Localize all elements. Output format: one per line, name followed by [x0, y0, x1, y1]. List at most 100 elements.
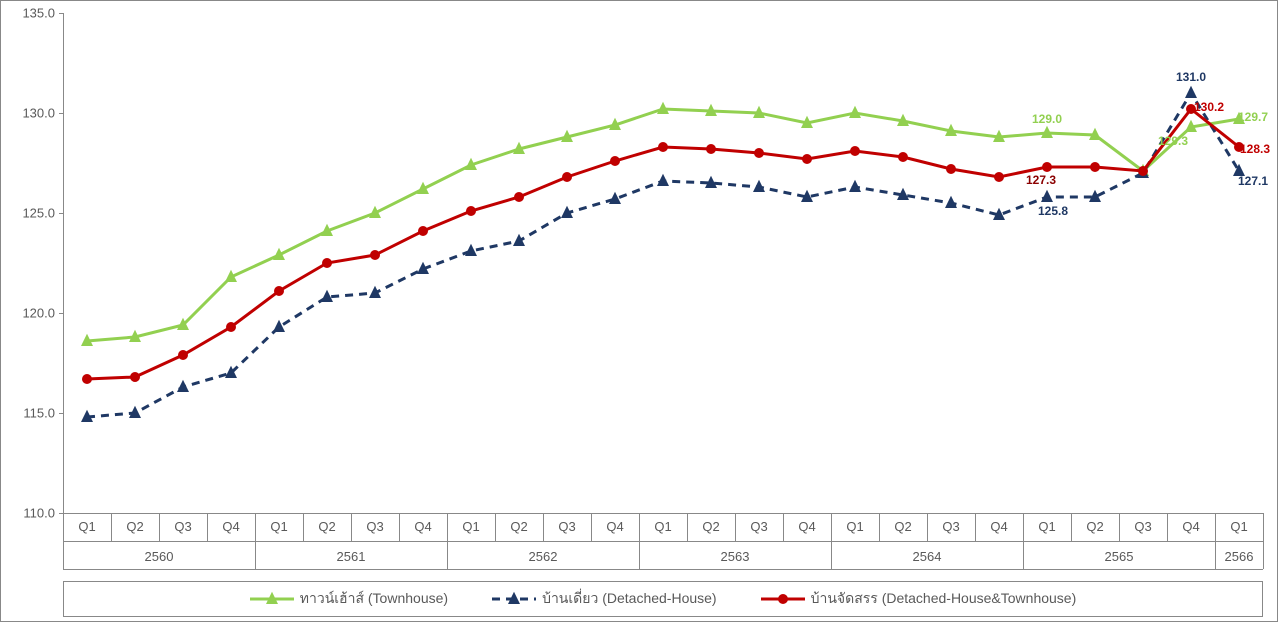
axis-line	[207, 513, 208, 541]
axis-line	[399, 513, 400, 541]
legend-swatch-combined	[761, 592, 805, 606]
axis-line	[1023, 513, 1024, 569]
axis-line	[591, 513, 592, 541]
x-tick-quarter: Q3	[174, 519, 191, 534]
marker-combined	[82, 374, 92, 384]
plot-area: 129.0129.3129.7125.8131.0127.1127.3130.2…	[63, 13, 1263, 513]
x-tick-year: 2564	[913, 549, 942, 564]
data-label-combined: 127.3	[1026, 173, 1056, 187]
legend-label-townhouse: ทาวน์เฮ้าส์ (Townhouse)	[300, 588, 448, 610]
x-tick-quarter: Q4	[798, 519, 815, 534]
x-tick-quarter: Q3	[750, 519, 767, 534]
axis-line	[495, 513, 496, 541]
axis-line	[831, 513, 832, 569]
marker-detached	[945, 196, 957, 208]
chart-container: 110.0115.0120.0125.0130.0135.0 129.0129.…	[0, 0, 1278, 622]
marker-combined	[178, 350, 188, 360]
x-tick-year: 2566	[1225, 549, 1254, 564]
x-tick-quarter: Q3	[558, 519, 575, 534]
legend-swatch-detached	[492, 592, 536, 606]
axis-line	[687, 513, 688, 541]
axis-line	[255, 513, 256, 569]
x-tick-quarter: Q2	[318, 519, 335, 534]
x-tick-quarter: Q1	[462, 519, 479, 534]
axis-line	[1167, 513, 1168, 541]
marker-combined	[370, 250, 380, 260]
legend: ทาวน์เฮ้าส์ (Townhouse) บ้านเดี่ยว (Deta…	[63, 581, 1263, 617]
axis-line	[783, 513, 784, 541]
marker-townhouse	[849, 106, 861, 118]
axis-line	[303, 513, 304, 541]
y-tick-label: 125.0	[5, 206, 55, 221]
axis-line	[63, 569, 1263, 570]
marker-combined	[754, 148, 764, 158]
y-tick-label: 115.0	[5, 406, 55, 421]
x-tick-quarter: Q1	[654, 519, 671, 534]
axis-line	[879, 513, 880, 541]
marker-detached	[1185, 86, 1197, 98]
marker-combined	[706, 144, 716, 154]
x-tick-year: 2560	[145, 549, 174, 564]
y-tick-label: 130.0	[5, 106, 55, 121]
marker-combined	[418, 226, 428, 236]
x-tick-quarter: Q1	[846, 519, 863, 534]
data-label-detached: 127.1	[1238, 174, 1268, 188]
marker-combined	[322, 258, 332, 268]
marker-detached	[849, 180, 861, 192]
legend-item-townhouse: ทาวน์เฮ้าส์ (Townhouse)	[250, 588, 448, 610]
marker-detached	[609, 192, 621, 204]
x-tick-year: 2565	[1105, 549, 1134, 564]
axis-line	[975, 513, 976, 541]
legend-label-combined: บ้านจัดสรร (Detached-House&Townhouse)	[811, 588, 1077, 610]
x-tick-year: 2563	[721, 549, 750, 564]
data-label-combined: 128.3	[1240, 142, 1270, 156]
axis-line	[351, 513, 352, 541]
axis-line	[543, 513, 544, 541]
marker-detached	[273, 320, 285, 332]
legend-swatch-townhouse	[250, 592, 294, 606]
x-tick-quarter: Q4	[222, 519, 239, 534]
data-label-townhouse: 129.7	[1238, 110, 1268, 124]
x-tick-quarter: Q4	[606, 519, 623, 534]
data-label-townhouse: 129.3	[1158, 134, 1188, 148]
marker-combined	[1042, 162, 1052, 172]
axis-line	[447, 513, 448, 569]
axis-line	[927, 513, 928, 541]
x-tick-quarter: Q1	[270, 519, 287, 534]
marker-detached	[465, 244, 477, 256]
y-tick-label: 110.0	[5, 506, 55, 521]
axis-line	[1071, 513, 1072, 541]
marker-combined	[1090, 162, 1100, 172]
marker-combined	[658, 142, 668, 152]
data-label-townhouse: 129.0	[1032, 112, 1062, 126]
x-tick-year: 2562	[529, 549, 558, 564]
axis-line	[63, 513, 1263, 514]
axis-line	[639, 513, 640, 569]
x-tick-quarter: Q3	[1134, 519, 1151, 534]
marker-combined	[850, 146, 860, 156]
series-line-detached	[87, 93, 1239, 417]
x-tick-quarter: Q4	[1182, 519, 1199, 534]
axis-line	[735, 513, 736, 541]
y-tick-label: 120.0	[5, 306, 55, 321]
marker-combined	[562, 172, 572, 182]
data-label-combined: 130.2	[1194, 100, 1224, 114]
x-tick-quarter: Q4	[414, 519, 431, 534]
axis-line	[63, 513, 64, 569]
series-svg	[63, 13, 1263, 513]
x-tick-quarter: Q2	[1086, 519, 1103, 534]
marker-combined	[1138, 166, 1148, 176]
x-tick-quarter: Q3	[366, 519, 383, 534]
marker-combined	[802, 154, 812, 164]
x-tick-quarter: Q3	[942, 519, 959, 534]
data-label-detached: 125.8	[1038, 204, 1068, 218]
marker-combined	[466, 206, 476, 216]
marker-combined	[898, 152, 908, 162]
legend-item-detached: บ้านเดี่ยว (Detached-House)	[492, 588, 717, 610]
axis-line	[111, 513, 112, 541]
x-tick-year: 2561	[337, 549, 366, 564]
axis-line	[159, 513, 160, 541]
axis-line	[1215, 513, 1216, 569]
marker-detached	[1041, 190, 1053, 202]
axis-line	[63, 541, 1263, 542]
